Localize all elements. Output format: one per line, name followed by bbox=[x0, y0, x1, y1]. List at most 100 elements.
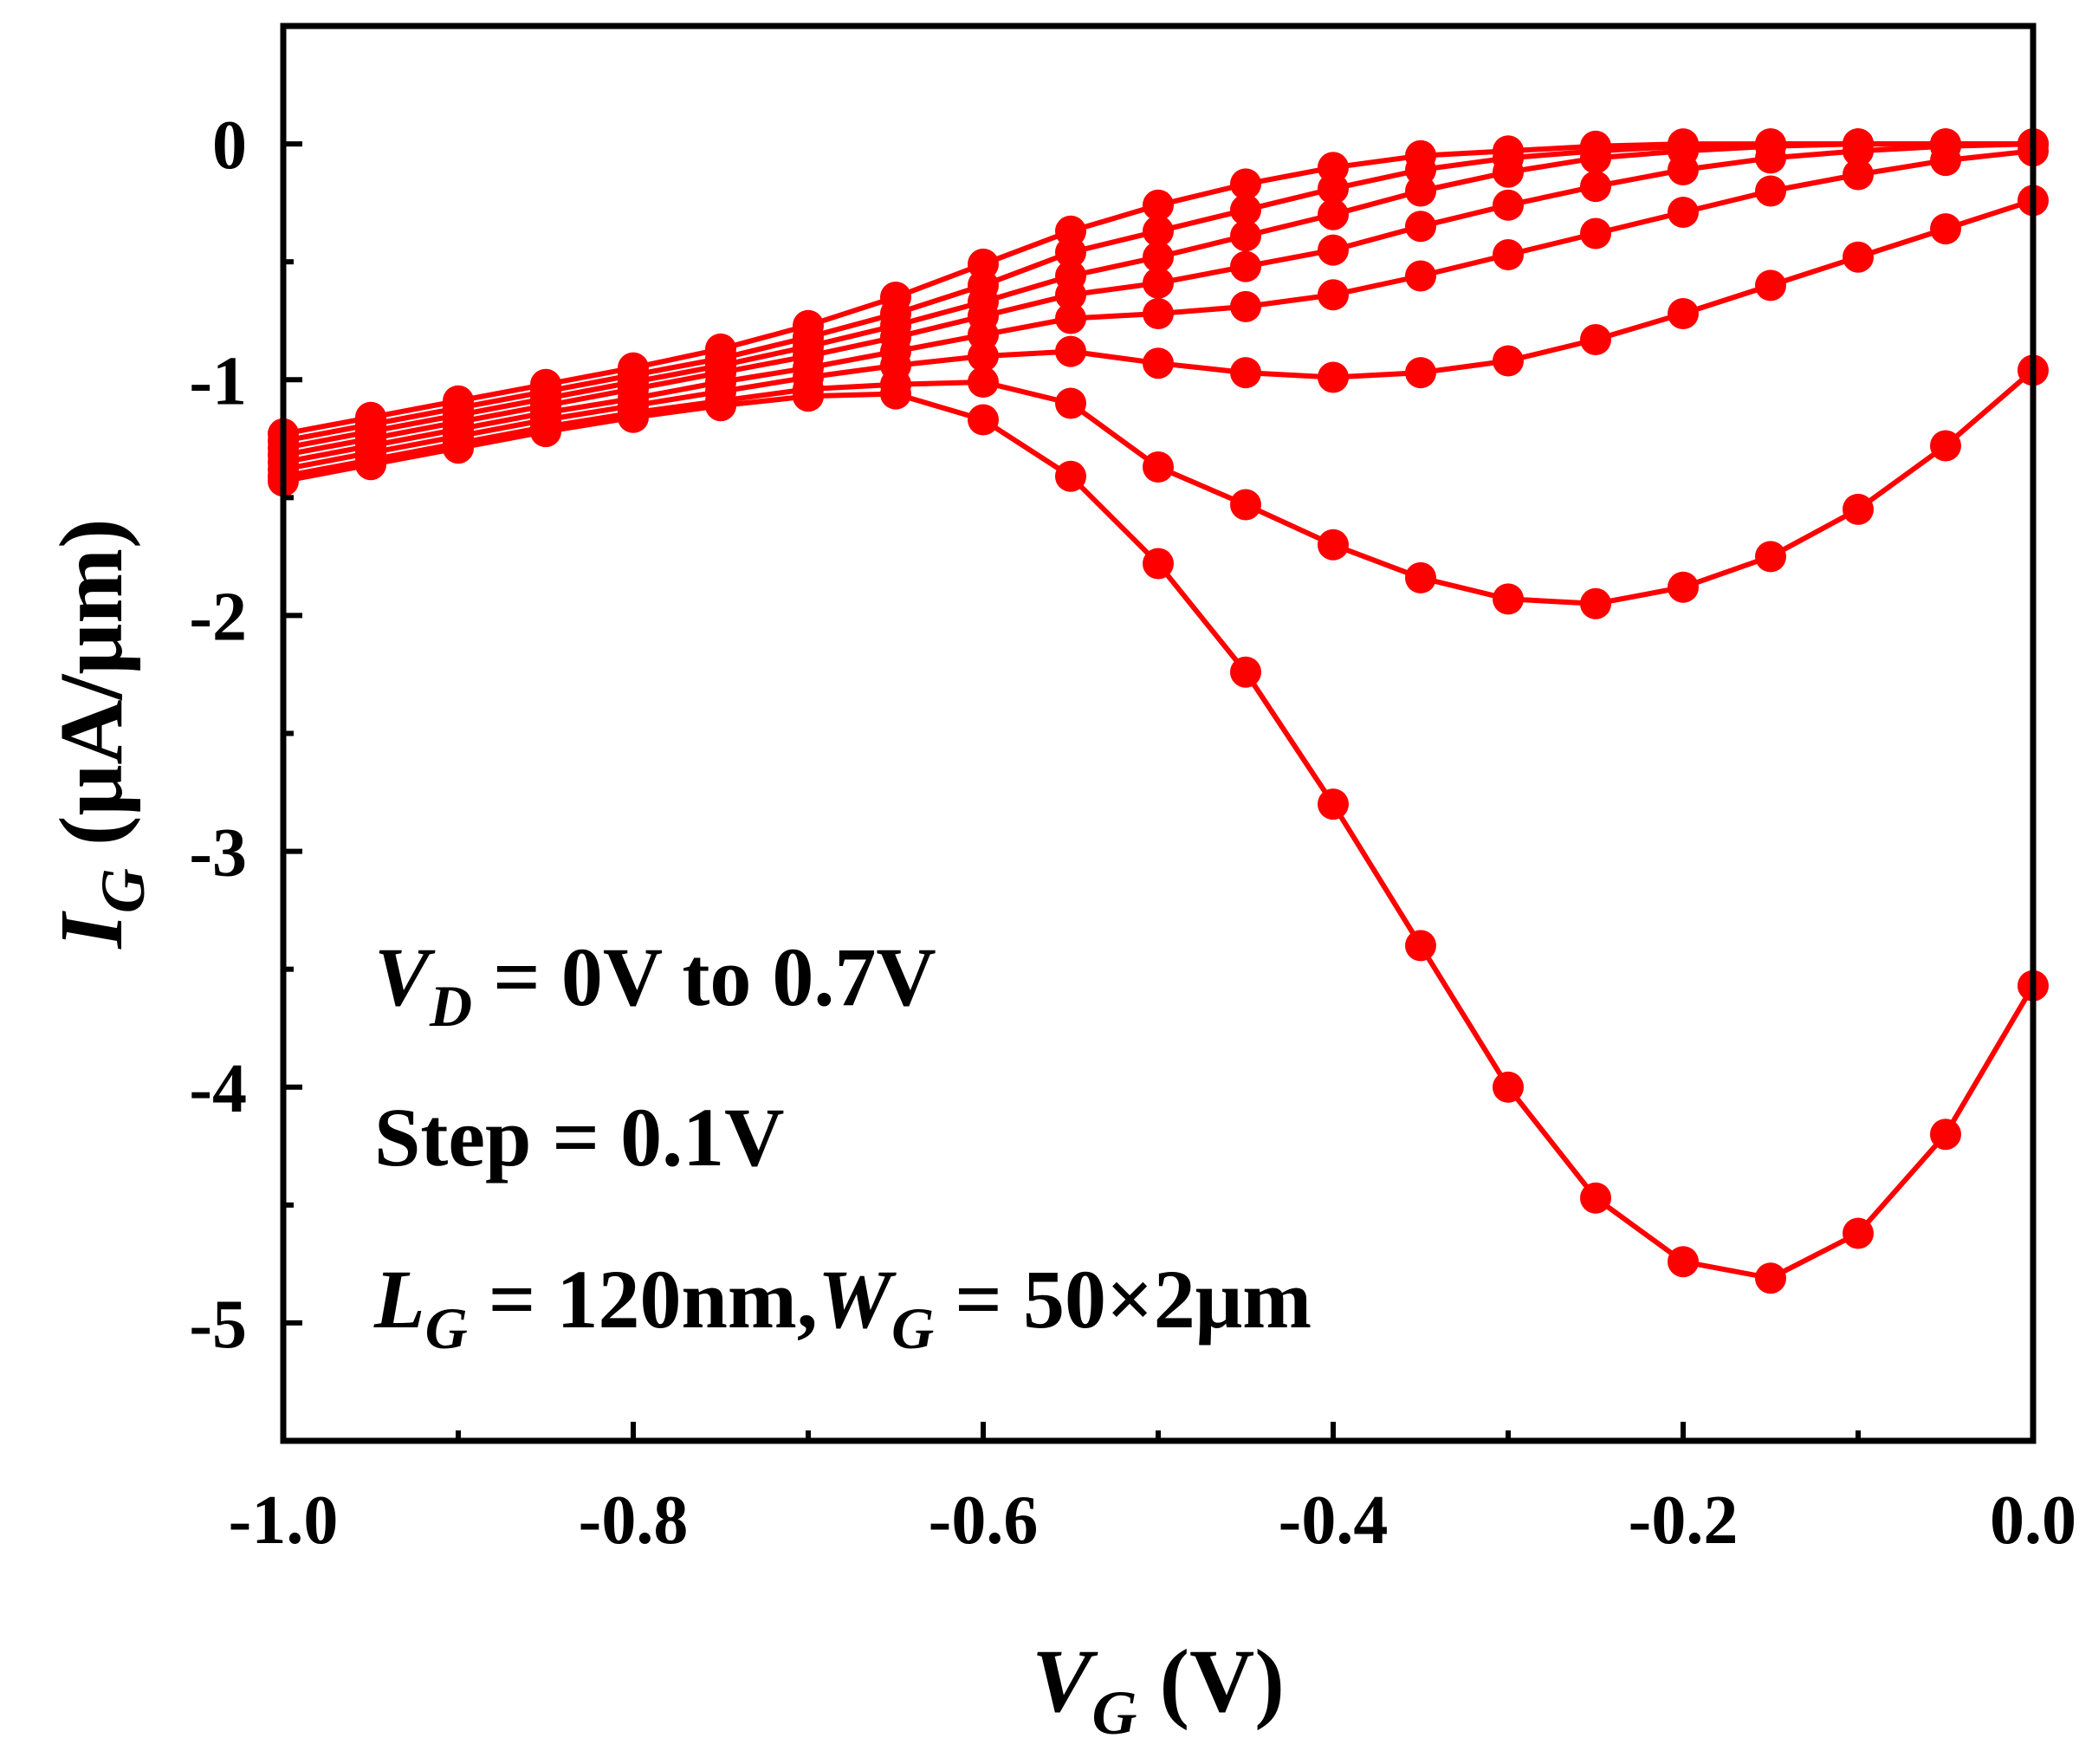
text-layer: -1.0 -0.8 -0.6 -0.4 -0.2 0.00-1-2-3-4-5VG (V)… bbox=[42, 107, 2076, 1748]
data-point bbox=[1143, 451, 1174, 483]
text-run: G bbox=[1092, 1678, 1137, 1748]
data-point bbox=[1843, 128, 1874, 160]
data-point bbox=[1230, 290, 1261, 322]
data-point bbox=[1843, 159, 1874, 191]
text-run: G bbox=[891, 1295, 934, 1361]
data-point bbox=[355, 401, 386, 433]
data-point bbox=[1755, 1262, 1786, 1294]
data-point bbox=[1405, 139, 1436, 172]
x-tick-label: -0.8 bbox=[579, 1482, 689, 1559]
data-point bbox=[1318, 788, 1349, 820]
data-point bbox=[1318, 152, 1349, 184]
annotation-2: LG = 120nm,WG = 50×2μm bbox=[373, 1253, 1312, 1361]
data-point bbox=[1143, 241, 1174, 273]
data-point bbox=[968, 366, 999, 398]
data-point bbox=[1493, 189, 1524, 221]
data-point bbox=[1930, 430, 1961, 462]
text-run: = 0V to 0.7V bbox=[472, 931, 936, 1023]
data-point bbox=[1055, 260, 1086, 292]
text-run: G bbox=[88, 868, 158, 913]
text-run: I bbox=[42, 911, 141, 950]
data-point bbox=[1668, 1246, 1699, 1278]
data-point bbox=[530, 368, 561, 400]
data-point bbox=[1230, 168, 1261, 200]
data-point bbox=[1930, 213, 1961, 245]
y-axis-title: IG (μA/μm) bbox=[42, 518, 158, 950]
data-point bbox=[1668, 298, 1699, 329]
data-point bbox=[1143, 548, 1174, 580]
data-point bbox=[1230, 489, 1261, 521]
x-tick-label: -0.4 bbox=[1279, 1482, 1389, 1559]
data-point bbox=[1580, 130, 1611, 162]
data-point bbox=[1843, 241, 1874, 273]
data-point bbox=[1493, 135, 1524, 167]
data-point bbox=[618, 352, 649, 384]
data-point bbox=[1930, 128, 1961, 160]
annotation-1: Step = 0.1V bbox=[374, 1091, 784, 1184]
data-point bbox=[1143, 189, 1174, 221]
data-point bbox=[1143, 267, 1174, 299]
y-tick-label: -1 bbox=[189, 343, 247, 419]
y-tick-label: -4 bbox=[189, 1051, 247, 1127]
x-tick-label: -0.2 bbox=[1629, 1482, 1739, 1559]
data-point bbox=[1755, 541, 1786, 573]
text-run: W bbox=[818, 1253, 897, 1346]
text-run: (μA/μm) bbox=[42, 518, 141, 868]
data-point bbox=[1055, 302, 1086, 334]
data-point bbox=[1055, 335, 1086, 367]
data-point bbox=[1318, 529, 1349, 561]
y-tick-label: -2 bbox=[189, 579, 247, 655]
data-point bbox=[1580, 217, 1611, 250]
text-run: Step = 0.1V bbox=[374, 1091, 784, 1184]
x-axis-title: VG (V) bbox=[1032, 1631, 1285, 1748]
data-point bbox=[1580, 587, 1611, 619]
data-point bbox=[1580, 324, 1611, 355]
data-point bbox=[1405, 357, 1436, 389]
data-point bbox=[705, 333, 736, 365]
data-point bbox=[1405, 260, 1436, 292]
text-run: L bbox=[373, 1253, 425, 1346]
data-point bbox=[1230, 357, 1261, 389]
data-point bbox=[1755, 269, 1786, 302]
text-run: (V) bbox=[1137, 1631, 1285, 1731]
annotation-0: VD = 0V to 0.7V bbox=[374, 931, 936, 1039]
data-point bbox=[1143, 347, 1174, 379]
data-point bbox=[1405, 211, 1436, 243]
data-point bbox=[1580, 171, 1611, 203]
data-point bbox=[1580, 1182, 1611, 1214]
x-tick-label: 0.0 bbox=[1990, 1482, 2076, 1559]
data-point bbox=[880, 282, 911, 313]
data-point bbox=[1055, 387, 1086, 419]
data-point bbox=[1230, 220, 1261, 252]
y-tick-label: -3 bbox=[189, 815, 247, 892]
data-point bbox=[1755, 175, 1786, 207]
axes bbox=[280, 23, 2037, 1444]
text-run: V bbox=[374, 931, 436, 1023]
data-point bbox=[968, 248, 999, 280]
data-point bbox=[1493, 1071, 1524, 1103]
x-tick-label: -1.0 bbox=[229, 1482, 339, 1559]
data-point bbox=[968, 404, 999, 436]
data-point bbox=[793, 309, 824, 341]
data-point bbox=[1930, 1119, 1961, 1151]
text-run: D bbox=[429, 973, 472, 1039]
data-point bbox=[1318, 234, 1349, 266]
data-point bbox=[1143, 215, 1174, 247]
data-point bbox=[1493, 345, 1524, 377]
data-point bbox=[1493, 239, 1524, 270]
data-point bbox=[1055, 215, 1086, 247]
data-point bbox=[1668, 197, 1699, 228]
text-run: = 50×2μm bbox=[934, 1253, 1312, 1346]
data-point bbox=[1405, 930, 1436, 962]
data-point bbox=[1055, 460, 1086, 492]
data-point bbox=[1405, 561, 1436, 593]
text-run: V bbox=[1032, 1631, 1098, 1731]
data-point bbox=[1755, 128, 1786, 160]
y-tick-label: 0 bbox=[212, 107, 247, 184]
x-tick-label: -0.6 bbox=[929, 1482, 1039, 1559]
data-point bbox=[1668, 128, 1699, 160]
text-run: G bbox=[425, 1295, 468, 1361]
data-point bbox=[1143, 298, 1174, 329]
data-point bbox=[1493, 583, 1524, 615]
text-run: = 120nm, bbox=[468, 1253, 818, 1346]
